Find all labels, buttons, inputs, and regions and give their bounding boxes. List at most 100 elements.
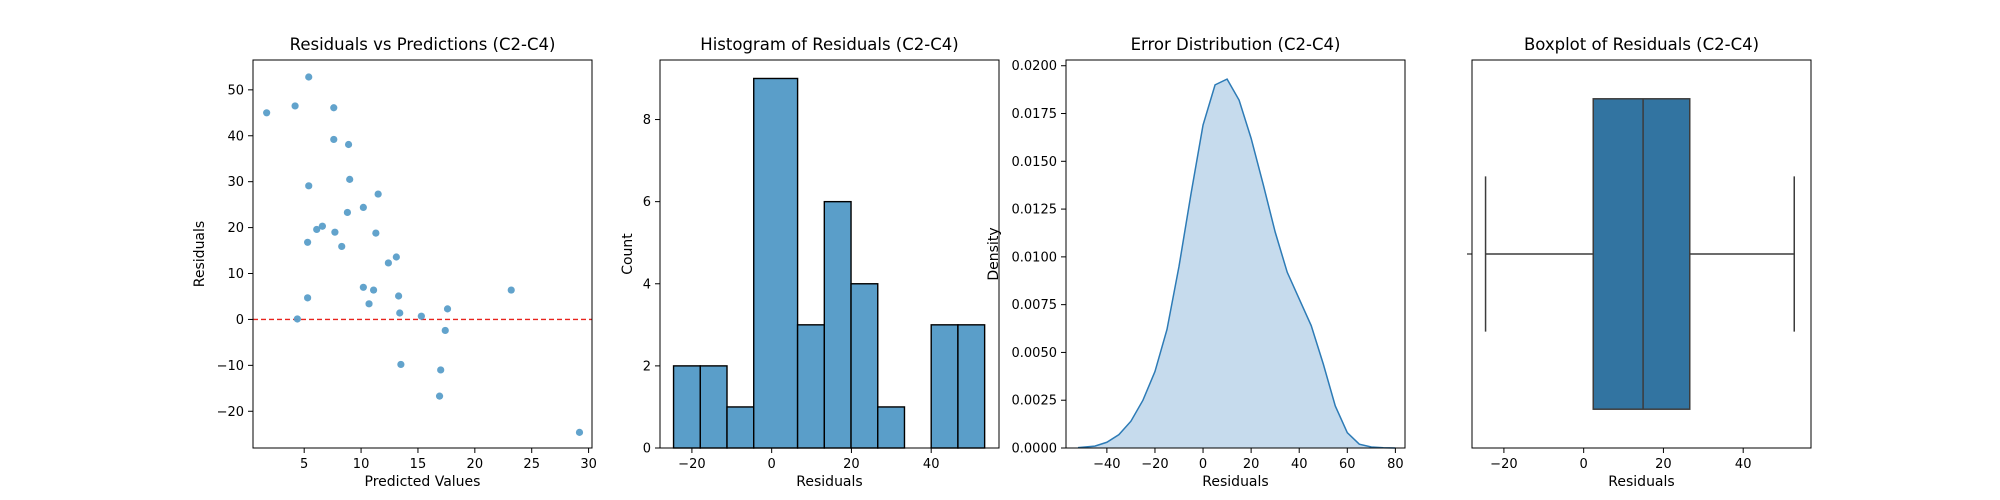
scatter-point xyxy=(263,109,271,117)
scatter-point xyxy=(346,175,354,183)
y-tick-label: 0 xyxy=(643,442,651,457)
y-tick-label: 0.0100 xyxy=(1012,250,1058,265)
plot-title: Error Distribution (C2-C4) xyxy=(1131,35,1341,54)
x-tick-label: 20 xyxy=(1655,457,1672,472)
density-line xyxy=(1077,78,1396,449)
y-tick-label: 2 xyxy=(643,359,651,374)
x-axis-label: Residuals xyxy=(1608,474,1674,490)
histogram-bar xyxy=(930,324,959,449)
scatter-point xyxy=(305,182,313,190)
scatter-point xyxy=(443,305,452,313)
x-tick-label: 25 xyxy=(523,457,540,472)
x-tick-label: 80 xyxy=(1387,457,1404,472)
scatter-point xyxy=(359,203,367,211)
scatter-point xyxy=(304,238,312,246)
scatter-point xyxy=(397,360,405,369)
y-tick-label: −20 xyxy=(217,405,244,420)
y-tick-label: 0.0125 xyxy=(1012,203,1058,218)
scatter-point xyxy=(369,286,378,294)
plot-frame xyxy=(252,59,593,449)
y-tick-label: 0.0000 xyxy=(1012,442,1058,457)
histogram-bar xyxy=(850,283,879,449)
box-iqr xyxy=(1592,98,1691,410)
x-axis-label: Residuals xyxy=(796,474,862,490)
x-tick-label: −20 xyxy=(678,457,705,472)
histogram-bar xyxy=(699,365,728,449)
plot-frame xyxy=(659,59,1000,449)
x-tick-label: 40 xyxy=(1735,457,1752,472)
histogram-bar xyxy=(877,406,906,449)
scatter-point xyxy=(441,326,449,335)
scatter-point xyxy=(331,228,339,236)
plot-frame xyxy=(1065,59,1406,449)
scatter-point xyxy=(291,102,299,110)
x-tick-label: 30 xyxy=(580,457,597,472)
histogram-bar xyxy=(957,324,986,449)
x-tick-label: −20 xyxy=(1490,457,1517,472)
x-tick-label: −40 xyxy=(1093,457,1120,472)
y-tick-label: 30 xyxy=(227,175,244,190)
y-axis-label: Count xyxy=(620,233,636,275)
scatter-point xyxy=(395,292,403,300)
scatter-point xyxy=(338,242,346,251)
scatter-point xyxy=(435,392,444,400)
scatter-point xyxy=(417,312,425,320)
scatter-point xyxy=(343,208,352,217)
scatter-point xyxy=(384,259,392,267)
x-tick-label: 40 xyxy=(923,457,940,472)
x-tick-label: 20 xyxy=(467,457,484,472)
y-tick-label: 10 xyxy=(227,267,244,282)
plot-frame xyxy=(1471,59,1812,449)
histogram-bar xyxy=(753,77,799,449)
scatter-point xyxy=(304,294,312,302)
subplot-1: Residuals vs Predictions (C2-C4) 5 10 15 20 2… xyxy=(192,35,597,490)
x-tick-label: 0 xyxy=(768,457,776,472)
scatter-point xyxy=(437,366,445,374)
y-tick-label: 0.0025 xyxy=(1012,394,1058,409)
y-tick-label: −10 xyxy=(217,359,244,374)
histogram-bar xyxy=(796,324,826,449)
histogram-bar xyxy=(726,406,755,449)
x-tick-label: 0 xyxy=(1580,457,1588,472)
y-tick-label: 50 xyxy=(227,83,244,98)
scatter-point xyxy=(359,283,367,291)
x-tick-label: 5 xyxy=(300,457,308,472)
y-tick-label: 0 xyxy=(236,313,244,328)
subplot-3: Error Distribution (C2-C4) −40 −20 0 20 40 60 8… xyxy=(986,35,1406,490)
x-axis-label: Residuals xyxy=(1202,474,1268,490)
scatter-point xyxy=(372,229,380,237)
x-tick-label: 10 xyxy=(353,457,370,472)
plot-title: Histogram of Residuals (C2-C4) xyxy=(700,35,958,54)
x-axis-label: Predicted Values xyxy=(365,474,481,490)
subplot-2: Histogram of Residuals (C2-C4) −20 0 20 40 0 2… xyxy=(620,35,1000,490)
scatter-point xyxy=(344,140,353,149)
scatter-point xyxy=(396,309,404,317)
y-tick-label: 20 xyxy=(227,221,244,236)
y-tick-label: 6 xyxy=(643,195,651,210)
scatter-point xyxy=(365,300,373,308)
subplot-4: Boxplot of Residuals (C2-C4) −20 0 20 40 Resi… xyxy=(1467,35,1812,490)
x-tick-label: 15 xyxy=(410,457,427,472)
y-tick-label: 0.0050 xyxy=(1012,346,1058,361)
scatter-point xyxy=(330,104,338,112)
x-tick-label: −20 xyxy=(1141,457,1168,472)
plot-title: Residuals vs Predictions (C2-C4) xyxy=(290,35,556,54)
y-tick-label: 4 xyxy=(643,277,651,292)
scatter-point xyxy=(318,222,326,230)
scatter-point xyxy=(330,135,338,144)
scatter-point xyxy=(374,190,382,198)
y-axis-label: Density xyxy=(986,227,1002,280)
histogram-bar xyxy=(823,200,852,449)
histogram-bar xyxy=(672,365,701,449)
scatter-point xyxy=(392,253,400,261)
y-axis-label: Residuals xyxy=(192,221,208,287)
scatter-point xyxy=(293,315,301,323)
density-area xyxy=(1078,79,1396,449)
y-tick-label: 40 xyxy=(227,129,244,144)
scatter-point xyxy=(305,73,313,81)
x-tick-label: 0 xyxy=(1199,457,1207,472)
x-tick-label: 20 xyxy=(843,457,860,472)
y-tick-label: 0.0150 xyxy=(1012,155,1058,170)
y-tick-label: 8 xyxy=(643,113,651,128)
